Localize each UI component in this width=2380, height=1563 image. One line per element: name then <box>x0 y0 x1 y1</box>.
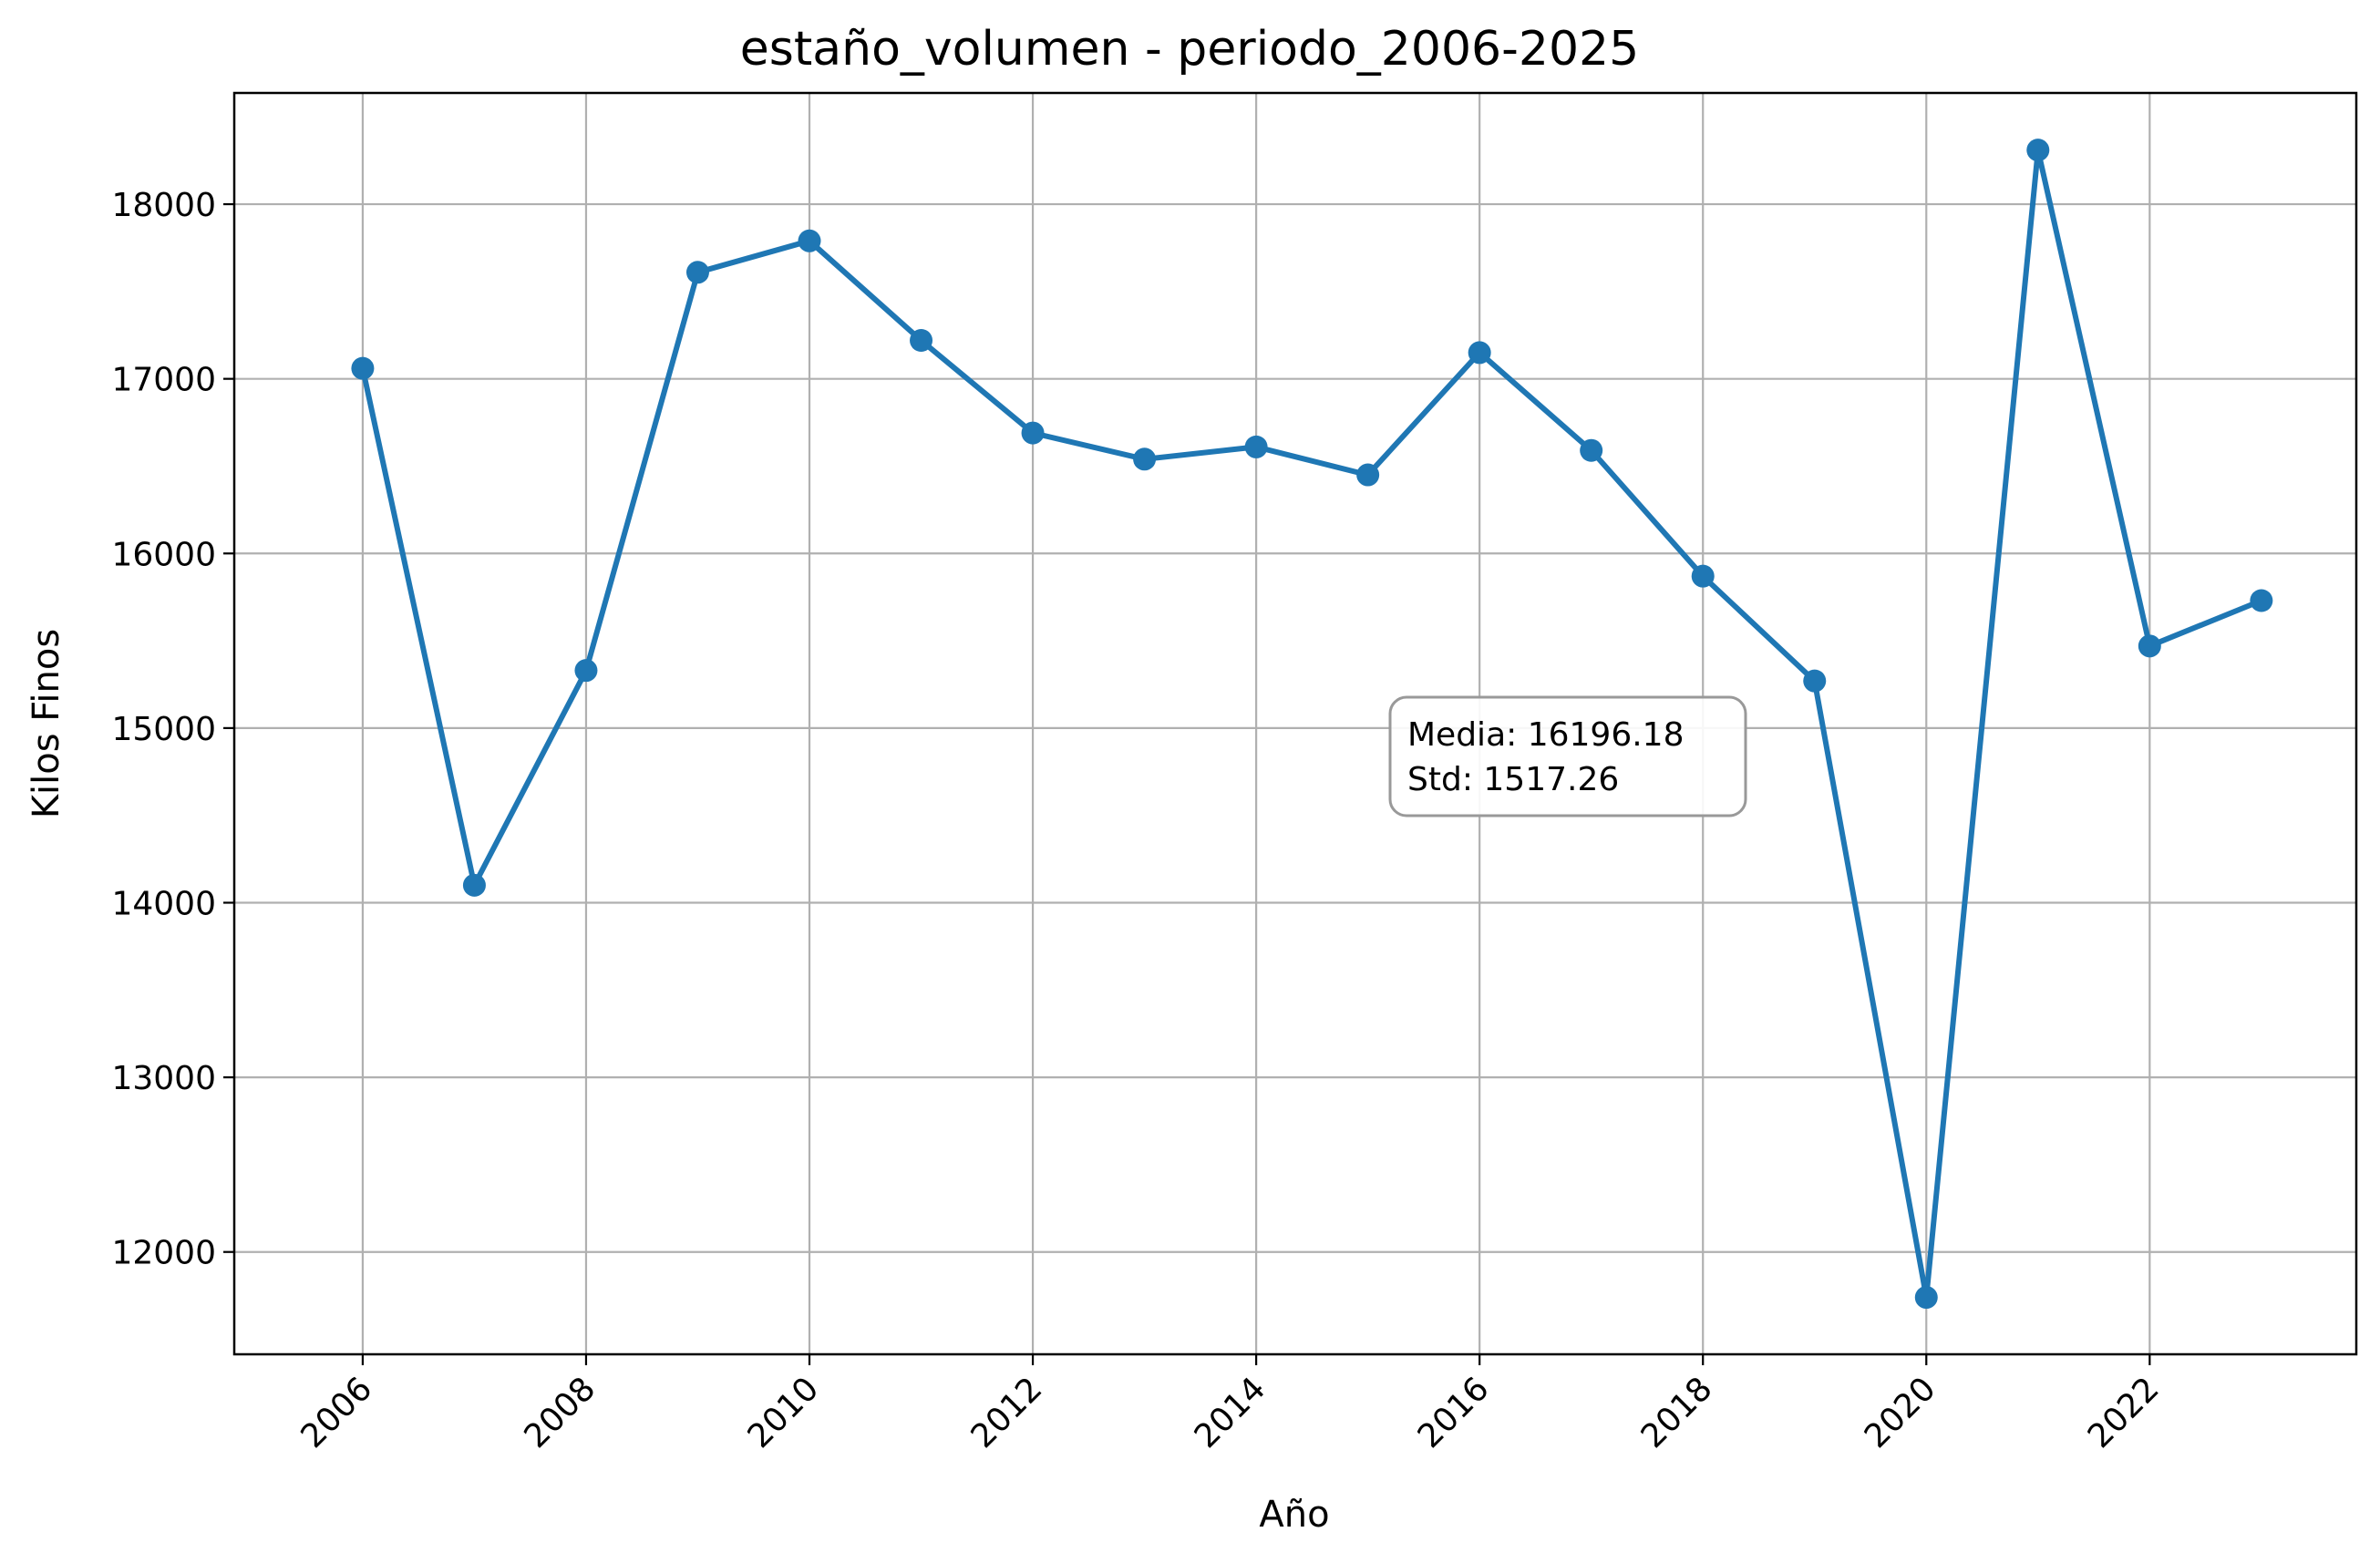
series-layer <box>351 139 2273 1310</box>
x-axis-label: Año <box>1259 1494 1329 1536</box>
y-tick-label: 12000 <box>111 1235 216 1272</box>
stats-annotation: Media: 16196.18 Std: 1517.26 <box>1388 695 1747 817</box>
data-point <box>2250 589 2273 612</box>
data-point <box>574 659 598 683</box>
chart-title: estaño_volumen - periodo_2006-2025 <box>740 22 1639 77</box>
data-point <box>1580 438 1603 462</box>
data-point <box>798 229 821 252</box>
data-point <box>2138 634 2161 658</box>
data-point <box>685 261 709 284</box>
data-point <box>1803 669 1827 693</box>
stats-std-label: Std: 1517.26 <box>1407 761 1619 798</box>
y-tick-label: 18000 <box>111 187 216 224</box>
data-point <box>1691 564 1715 588</box>
y-tick-label: 14000 <box>111 885 216 922</box>
y-tick-label: 17000 <box>111 362 216 399</box>
data-point <box>1914 1286 1938 1310</box>
y-tick-label: 16000 <box>111 536 216 573</box>
data-point <box>2026 139 2050 162</box>
y-axis-label: Kilos Finos <box>26 629 67 818</box>
data-point <box>1133 447 1157 471</box>
data-point <box>910 329 933 353</box>
y-tick-label: 13000 <box>111 1060 216 1097</box>
plot-frame <box>232 91 2358 1356</box>
stats-mean-label: Media: 16196.18 <box>1407 716 1684 754</box>
data-point <box>1468 341 1491 365</box>
data-point <box>462 873 486 897</box>
data-point <box>1356 463 1380 487</box>
stats-annotation-box <box>1388 695 1747 817</box>
data-point <box>1244 435 1268 458</box>
series-line <box>359 147 2264 1301</box>
data-point <box>351 356 375 380</box>
data-point <box>1021 421 1045 445</box>
y-tick-label: 15000 <box>111 711 216 748</box>
